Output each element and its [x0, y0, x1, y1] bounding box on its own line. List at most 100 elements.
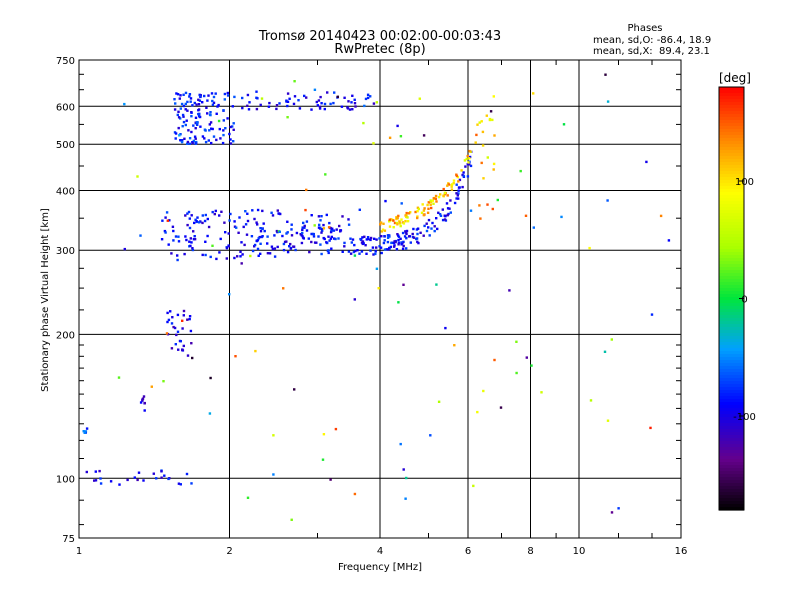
data-point — [244, 210, 247, 213]
plot-area — [78, 59, 682, 539]
data-point — [321, 458, 325, 461]
data-point — [420, 211, 424, 214]
data-point — [562, 123, 566, 126]
colorbar-band — [719, 357, 744, 361]
data-point — [188, 315, 192, 318]
data-point — [313, 224, 316, 227]
data-point — [188, 95, 191, 98]
data-point — [215, 112, 218, 115]
data-point — [416, 210, 419, 213]
colorbar-band — [719, 312, 744, 316]
data-point — [317, 235, 320, 238]
data-point — [363, 235, 366, 238]
data-point — [374, 252, 377, 256]
data-point — [426, 211, 430, 214]
colorbar-band — [719, 219, 744, 223]
data-point — [430, 227, 433, 230]
colorbar-band — [719, 318, 744, 322]
data-point — [99, 477, 102, 480]
data-point — [172, 229, 175, 233]
data-point — [301, 226, 304, 229]
data-point — [399, 135, 403, 138]
data-point — [319, 219, 322, 222]
data-point — [194, 142, 197, 145]
data-point — [285, 99, 288, 102]
data-point — [256, 208, 260, 212]
data-point — [276, 209, 279, 212]
colorbar-band — [719, 282, 744, 286]
data-point — [390, 241, 393, 245]
data-point — [246, 219, 250, 223]
colorbar-band — [719, 141, 744, 145]
colorbar-band — [719, 171, 744, 175]
data-point — [292, 245, 295, 248]
data-point — [366, 93, 370, 96]
data-point — [417, 207, 420, 211]
data-point — [406, 216, 409, 219]
data-point — [209, 121, 213, 124]
colorbar-band — [719, 234, 744, 238]
data-point — [435, 217, 438, 220]
data-point — [228, 132, 231, 136]
colorbar-band — [719, 279, 744, 283]
data-point — [183, 252, 186, 256]
data-point — [173, 326, 177, 330]
data-point — [379, 223, 382, 226]
y-tick-label: 300 — [56, 246, 75, 257]
colorbar-band — [719, 495, 744, 499]
data-point — [155, 477, 158, 480]
colorbar-band — [719, 480, 744, 484]
colorbar-band — [719, 240, 744, 244]
data-point — [283, 240, 287, 244]
data-point — [225, 257, 228, 260]
colorbar-band — [719, 162, 744, 166]
data-point — [399, 237, 402, 240]
data-point — [191, 248, 195, 252]
data-point — [179, 94, 182, 97]
data-point — [393, 244, 396, 247]
data-point — [437, 400, 441, 403]
data-point — [176, 93, 180, 96]
colorbar-band — [719, 264, 744, 268]
data-point — [232, 122, 235, 125]
data-point — [218, 251, 221, 254]
colorbar-band — [719, 342, 744, 346]
data-point — [589, 399, 593, 402]
x-tick-label: 2 — [226, 546, 232, 557]
data-point — [349, 237, 352, 240]
colorbar-band — [719, 489, 744, 493]
data-point — [444, 215, 447, 218]
data-point — [203, 137, 206, 140]
data-point — [392, 245, 396, 248]
data-point — [260, 97, 264, 100]
data-point — [317, 215, 321, 218]
data-point — [395, 216, 398, 220]
data-point — [446, 213, 449, 217]
data-point — [329, 237, 333, 240]
data-point — [257, 254, 260, 257]
data-point — [515, 371, 518, 375]
data-point — [402, 240, 405, 244]
y-tick-label: 750 — [56, 56, 75, 67]
data-point — [241, 106, 244, 110]
data-point — [196, 123, 199, 126]
colorbar-band — [719, 483, 744, 487]
colorbar-band — [719, 123, 744, 127]
data-point — [432, 197, 435, 200]
data-point — [417, 241, 420, 245]
data-point — [256, 239, 260, 242]
data-point — [189, 97, 193, 100]
data-point — [259, 230, 263, 233]
data-point — [137, 471, 141, 474]
data-point — [179, 107, 182, 110]
data-point — [386, 240, 390, 244]
data-point — [360, 250, 364, 253]
data-point — [184, 108, 187, 111]
data-point — [457, 192, 460, 195]
data-point — [397, 234, 400, 237]
colorbar-band — [719, 309, 744, 313]
y-tick-labels: 75 100 200 300 400 500 600 750 — [56, 56, 75, 545]
data-point — [436, 227, 439, 231]
data-point — [347, 223, 351, 226]
data-point — [290, 234, 294, 237]
